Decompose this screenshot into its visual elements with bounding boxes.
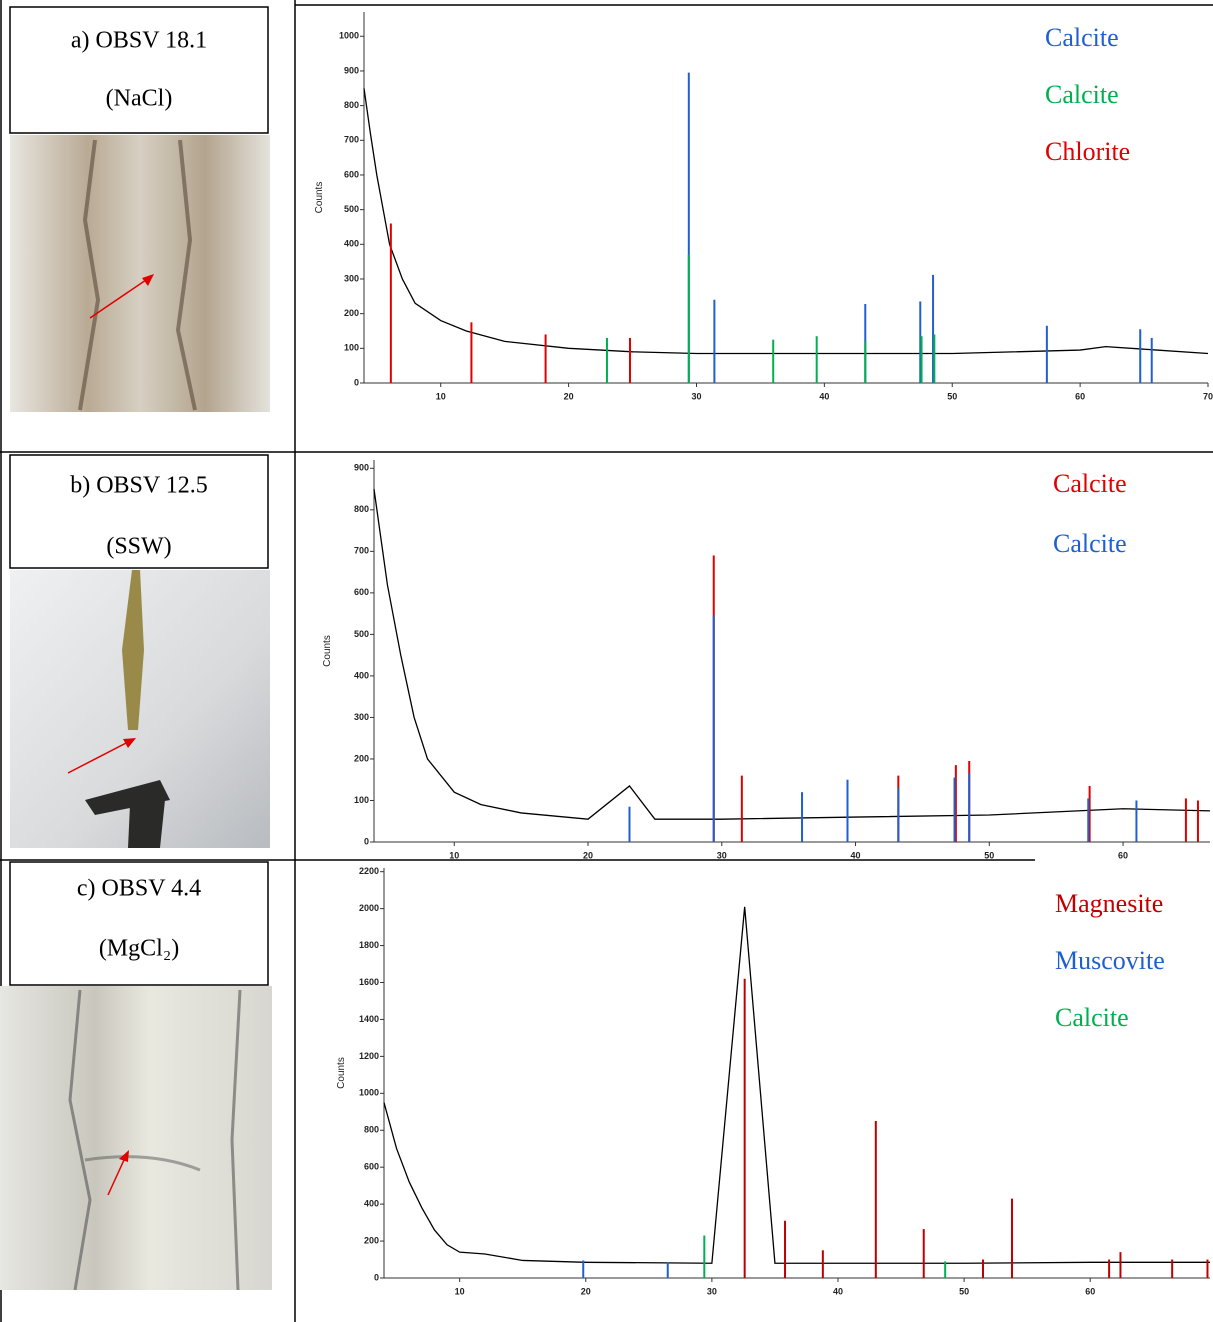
sample-medium: (SSW)	[106, 534, 171, 560]
sample-a: a) OBSV 18.1 (NaCl)	[9, 6, 270, 412]
sample-label: b) OBSV 12.5	[70, 473, 208, 499]
arrow	[107, 1159, 125, 1196]
legend-entry: Calcite	[1055, 1003, 1129, 1032]
x-tick-label: 10	[436, 391, 446, 401]
y-tick-label: 100	[344, 343, 359, 353]
y-tick-label: 200	[364, 1235, 379, 1245]
y-tick-label: 0	[354, 377, 359, 387]
x-tick-label: 60	[1075, 391, 1085, 401]
y-tick-label: 1800	[359, 940, 379, 950]
y-axis-label: Counts	[336, 1057, 347, 1089]
legend-entry: Magnesite	[1055, 889, 1163, 918]
x-tick-label: 40	[819, 391, 829, 401]
y-tick-label: 300	[354, 712, 369, 722]
y-tick-label: 600	[364, 1162, 379, 1172]
y-axis-label: Counts	[322, 635, 333, 667]
x-tick-label: 10	[449, 850, 459, 860]
diffraction-trace	[373, 488, 1211, 820]
y-tick-label: 800	[354, 504, 369, 514]
diffraction-trace	[383, 906, 1210, 1264]
x-tick-label: 60	[1118, 850, 1128, 860]
sample-medium: (MgCl₂)	[99, 936, 179, 962]
arrow	[89, 279, 147, 319]
x-tick-label: 40	[851, 850, 861, 860]
x-tick-label: 70	[1203, 391, 1213, 401]
x-tick-label: 30	[707, 1286, 717, 1296]
photo	[0, 986, 272, 1290]
sample-b: b) OBSV 12.5 (SSW)	[9, 454, 270, 848]
y-tick-label: 800	[344, 100, 359, 110]
xrd-chart: 0 100 200 300 400 500 600 700 800 900 1000 10 20 30 40…	[314, 12, 1213, 401]
y-tick-label: 1600	[359, 977, 379, 987]
y-tick-label: 1400	[359, 1014, 379, 1024]
x-tick-label: 40	[833, 1286, 843, 1296]
photo	[10, 135, 270, 412]
xrd-chart: 0 200 400 600 800 1000 1200 1400 1600 1800 2000 220…	[336, 866, 1210, 1296]
y-tick-label: 100	[354, 795, 369, 805]
y-tick-label: 500	[344, 204, 359, 214]
y-tick-label: 800	[364, 1125, 379, 1135]
x-tick-label: 30	[691, 391, 701, 401]
x-tick-label: 50	[959, 1286, 969, 1296]
sample-label: a) OBSV 18.1	[71, 28, 207, 54]
label-box	[9, 6, 269, 134]
sample-label: c) OBSV 4.4	[77, 876, 201, 902]
y-tick-label: 700	[354, 546, 369, 556]
y-tick-label: 600	[344, 169, 359, 179]
legend-entry: Calcite	[1045, 80, 1119, 109]
legend-entry: Chlorite	[1045, 137, 1130, 166]
x-tick-label: 10	[455, 1286, 465, 1296]
y-tick-label: 700	[344, 135, 359, 145]
y-tick-label: 2200	[359, 866, 379, 876]
y-tick-label: 2000	[359, 903, 379, 913]
y-tick-label: 200	[354, 753, 369, 763]
x-tick-label: 60	[1085, 1286, 1095, 1296]
legend-entry: Calcite	[1053, 469, 1127, 498]
x-tick-label: 50	[947, 391, 957, 401]
y-tick-label: 300	[344, 273, 359, 283]
xrd-chart: 0 100 200 300 400 500 600 700 800 900 10 20 30 40 50 60…	[322, 460, 1211, 860]
y-tick-label: 500	[354, 629, 369, 639]
label-box	[9, 454, 269, 569]
y-tick-label: 1200	[359, 1051, 379, 1061]
y-axis-label: Counts	[314, 182, 325, 214]
sample-medium: (NaCl)	[106, 86, 173, 112]
diffraction-trace	[363, 88, 1209, 355]
x-tick-label: 20	[583, 850, 593, 860]
y-tick-label: 900	[354, 463, 369, 473]
legend-entry: Calcite	[1045, 23, 1119, 52]
y-tick-label: 900	[344, 65, 359, 75]
y-tick-label: 600	[354, 587, 369, 597]
y-tick-label: 400	[344, 239, 359, 249]
y-tick-label: 0	[374, 1272, 379, 1282]
x-tick-label: 30	[717, 850, 727, 860]
y-tick-label: 1000	[339, 31, 359, 41]
y-tick-label: 400	[354, 670, 369, 680]
label-box	[9, 861, 269, 986]
y-tick-label: 0	[364, 836, 369, 846]
y-tick-label: 400	[364, 1199, 379, 1209]
x-tick-label: 20	[564, 391, 574, 401]
y-tick-label: 1000	[359, 1088, 379, 1098]
legend-entry: Calcite	[1053, 529, 1127, 558]
x-tick-label: 50	[984, 850, 994, 860]
x-tick-label: 20	[581, 1286, 591, 1296]
arrow	[67, 741, 129, 774]
sample-c: c) OBSV 4.4 (MgCl₂)	[0, 861, 272, 1291]
legend-entry: Muscovite	[1055, 946, 1165, 975]
y-tick-label: 200	[344, 308, 359, 318]
